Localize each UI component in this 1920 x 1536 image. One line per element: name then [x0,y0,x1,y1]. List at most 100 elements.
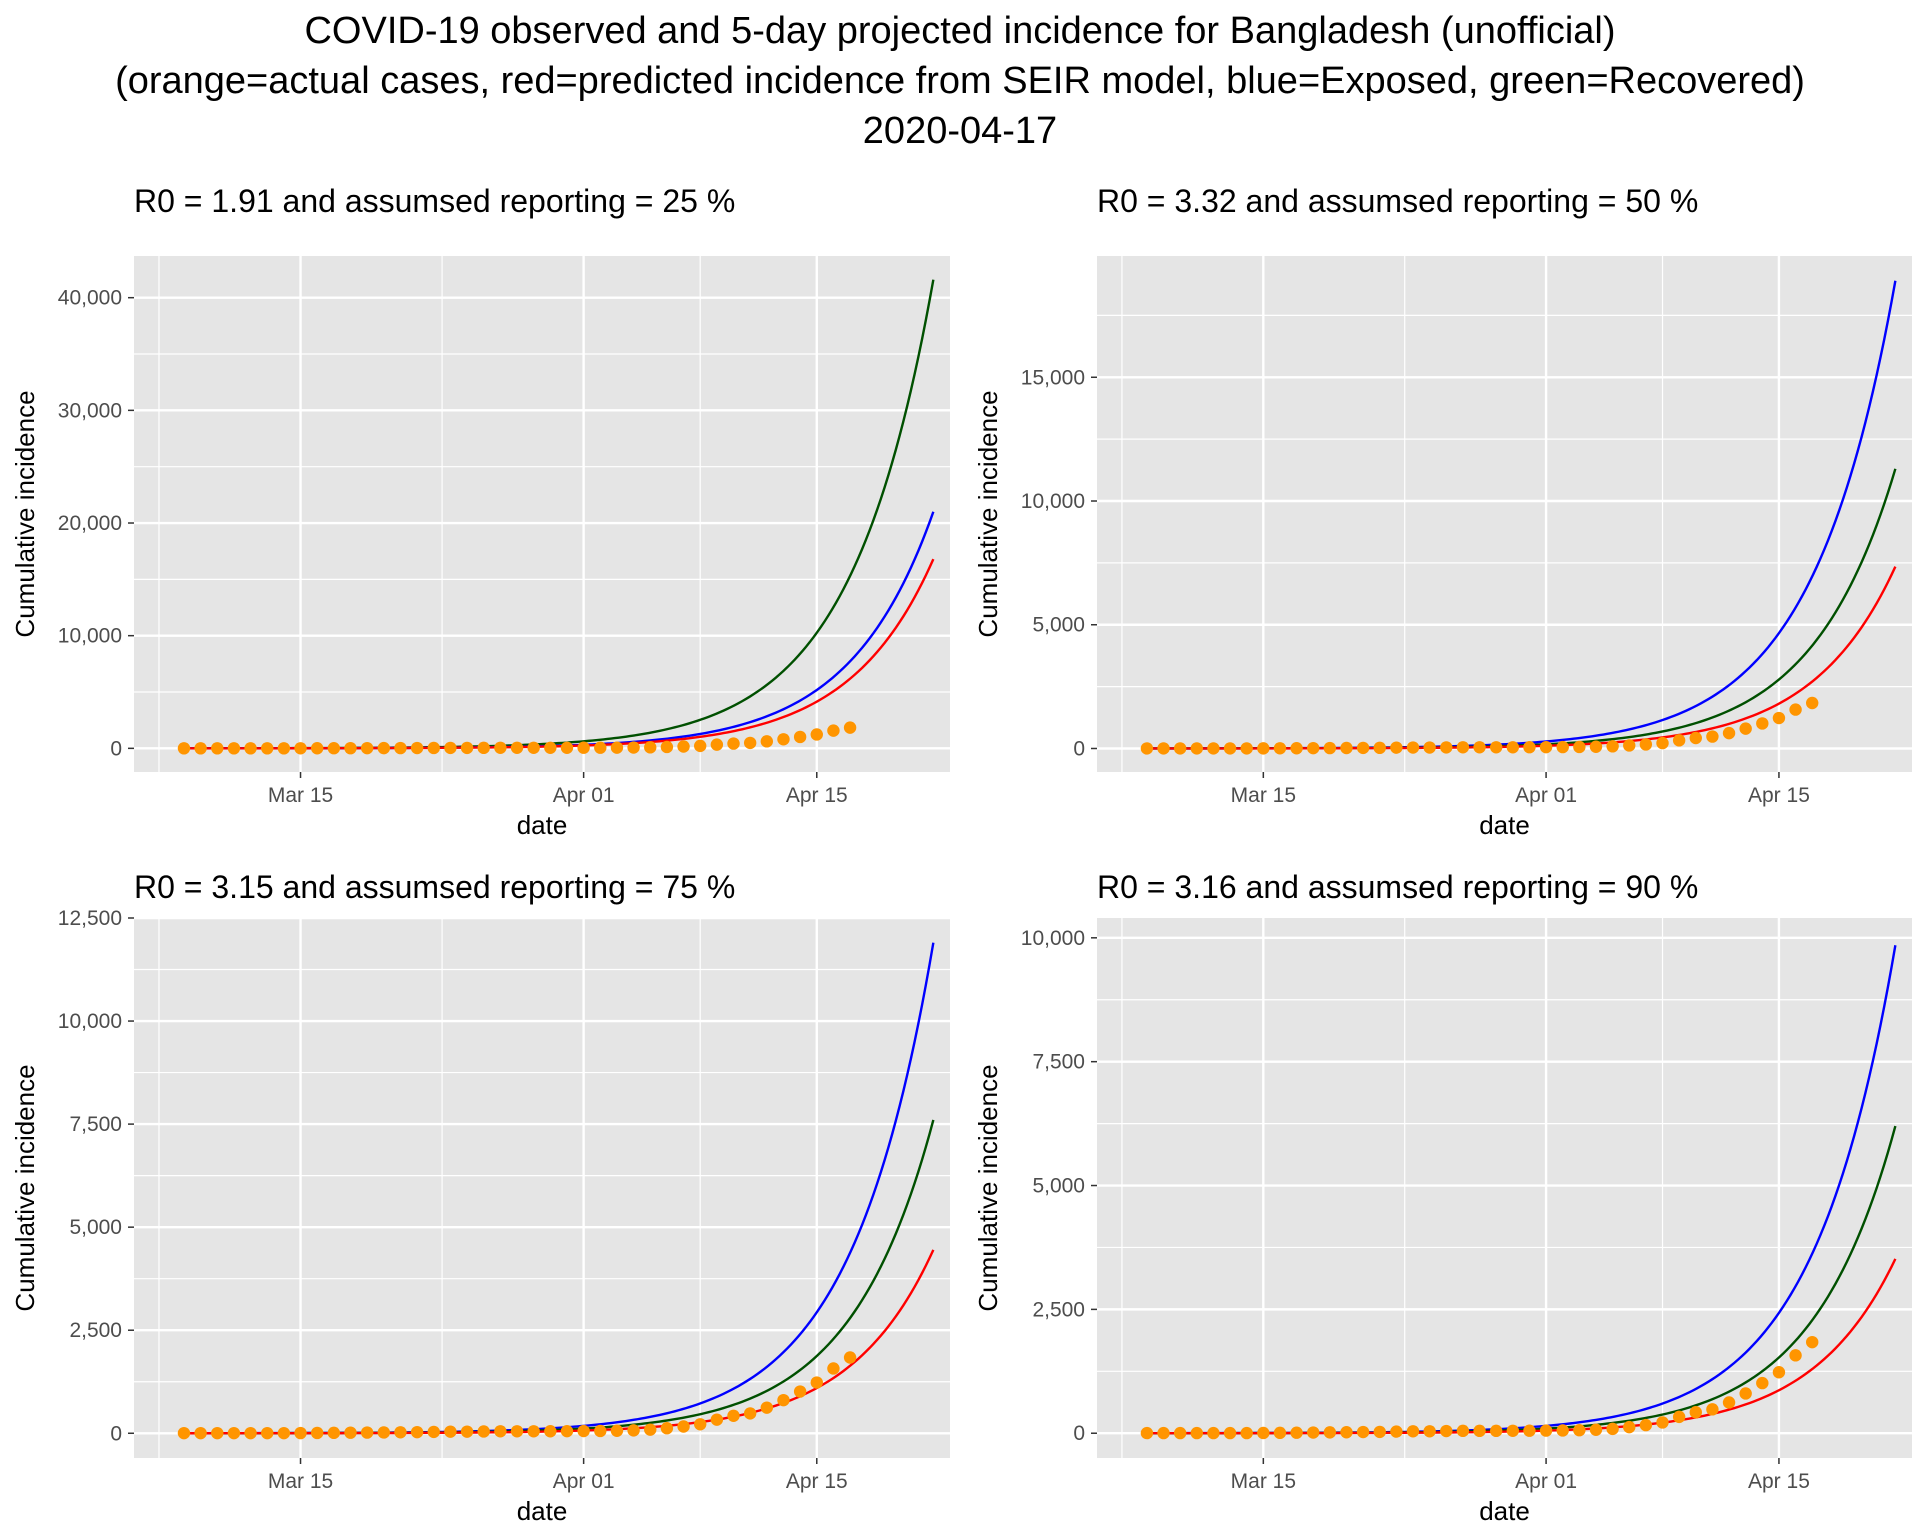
actual-case-point [1539,1424,1553,1437]
actual-case-point [793,730,807,744]
y-axis-title: Cumulative incidence [10,1064,40,1311]
actual-case-point [310,742,324,755]
y-tick-label: 30,000 [58,399,122,422]
x-axis-title: date [517,1496,568,1526]
actual-case-point [1672,1410,1686,1424]
actual-case-point [727,1409,740,1422]
actual-case-point [360,1426,374,1439]
x-axis-title: date [1479,810,1530,840]
y-tick-label: 10,000 [1021,490,1085,513]
actual-case-point [394,741,407,755]
actual-case-point [1307,741,1320,755]
actual-case-point [1556,1424,1569,1437]
figure-title: COVID-19 observed and 5-day projected in… [0,0,1920,156]
actual-case-point [344,1426,357,1439]
actual-case-point [644,1423,657,1436]
actual-case-point [1323,741,1337,755]
actual-case-point [1257,1426,1270,1440]
actual-case-point [710,738,724,751]
actual-case-point [460,1425,474,1438]
actual-case-point [1722,1396,1736,1409]
y-tick-label: 5,000 [1032,614,1085,637]
actual-case-point [1789,1349,1802,1362]
actual-case-point [1273,742,1287,755]
actual-case-point [310,1426,324,1440]
actual-case-point [694,1418,707,1431]
y-tick-label: 20,000 [58,512,122,535]
actual-case-point [1340,741,1353,755]
series-line-red [183,558,935,750]
actual-case-point [810,728,823,741]
actual-case-point [677,740,690,753]
actual-case-point [1173,1426,1187,1440]
actual-case-point [1706,730,1719,743]
actual-case-point [1157,1426,1170,1440]
actual-case-point [477,1425,490,1438]
actual-case-point [1606,1422,1619,1436]
x-tick-label: Apr 01 [553,784,615,807]
figure-title-line-3: 2020-04-17 [862,110,1058,152]
actual-case-point [1539,740,1553,754]
actual-case-point [1489,1424,1503,1438]
y-tick-label: 7,500 [69,1113,122,1136]
y-tick-label: 2,500 [69,1319,122,1342]
chart-panel-3: R0 = 3.15 and assumsed reporting = 75 % 0… [10,869,950,1526]
actual-case-point [360,741,374,755]
actual-case-point [1573,740,1586,754]
actual-case-point [527,1425,540,1438]
actual-case-point [677,1420,690,1433]
actual-case-point [1190,1426,1203,1440]
actual-case-point [1639,1418,1653,1432]
plot-background [1097,918,1912,1458]
actual-case-point [277,742,291,755]
panel-title: R0 = 3.16 and assumsed reporting = 90 % [1097,869,1698,905]
actual-case-point [1140,1426,1154,1440]
actual-case-point [577,741,590,754]
y-tick-label: 2,500 [1032,1298,1085,1321]
actual-case-point [627,741,640,754]
actual-case-point [1373,1425,1386,1439]
actual-case-point [1772,1366,1786,1379]
y-tick-label: 5,000 [69,1216,122,1239]
actual-case-point [227,1426,241,1440]
y-tick-label: 15,000 [1021,366,1085,389]
y-tick-label: 5,000 [1032,1175,1085,1198]
actual-case-point [594,741,607,754]
actual-case-point [1440,741,1453,754]
chart-panel-4: R0 = 3.16 and assumsed reporting = 90 % 0… [973,869,1912,1526]
x-tick-label: Apr 15 [1748,1470,1810,1493]
y-tick-label: 10,000 [58,1010,122,1033]
actual-case-point [327,1426,341,1440]
actual-case-point [527,741,540,754]
actual-case-point [627,1424,640,1437]
y-tick-label: 40,000 [58,287,122,310]
actual-case-point [560,1424,574,1438]
actual-case-point [644,741,657,754]
actual-case-point [277,1426,291,1440]
actual-case-point [194,1426,207,1440]
actual-case-point [1323,1426,1337,1439]
actual-case-point [460,741,474,755]
actual-case-point [211,742,224,755]
x-tick-label: Mar 15 [1231,1470,1296,1493]
y-tick-label: 7,500 [1032,1051,1085,1074]
x-tick-label: Mar 15 [1231,784,1296,807]
panel-title: R0 = 1.91 and assumsed reporting = 25 % [134,183,735,219]
y-tick-label: 10,000 [1021,927,1085,950]
x-tick-label: Apr 15 [786,784,848,807]
actual-case-point [510,741,524,754]
actual-case-point [1473,741,1486,754]
actual-case-point [544,1425,557,1438]
actual-case-point [1340,1426,1353,1439]
chart-panel-1: R0 = 1.91 and assumsed reporting = 25 % 0… [10,183,950,840]
actual-case-point [1489,741,1503,754]
actual-case-point [494,1425,507,1438]
plot-background [134,918,950,1458]
actual-case-point [1506,1424,1520,1438]
actual-case-point [843,1351,857,1364]
actual-case-point [594,1424,607,1438]
actual-case-point [1589,740,1603,753]
actual-case-point [1207,1426,1220,1440]
actual-case-point [1789,703,1802,716]
